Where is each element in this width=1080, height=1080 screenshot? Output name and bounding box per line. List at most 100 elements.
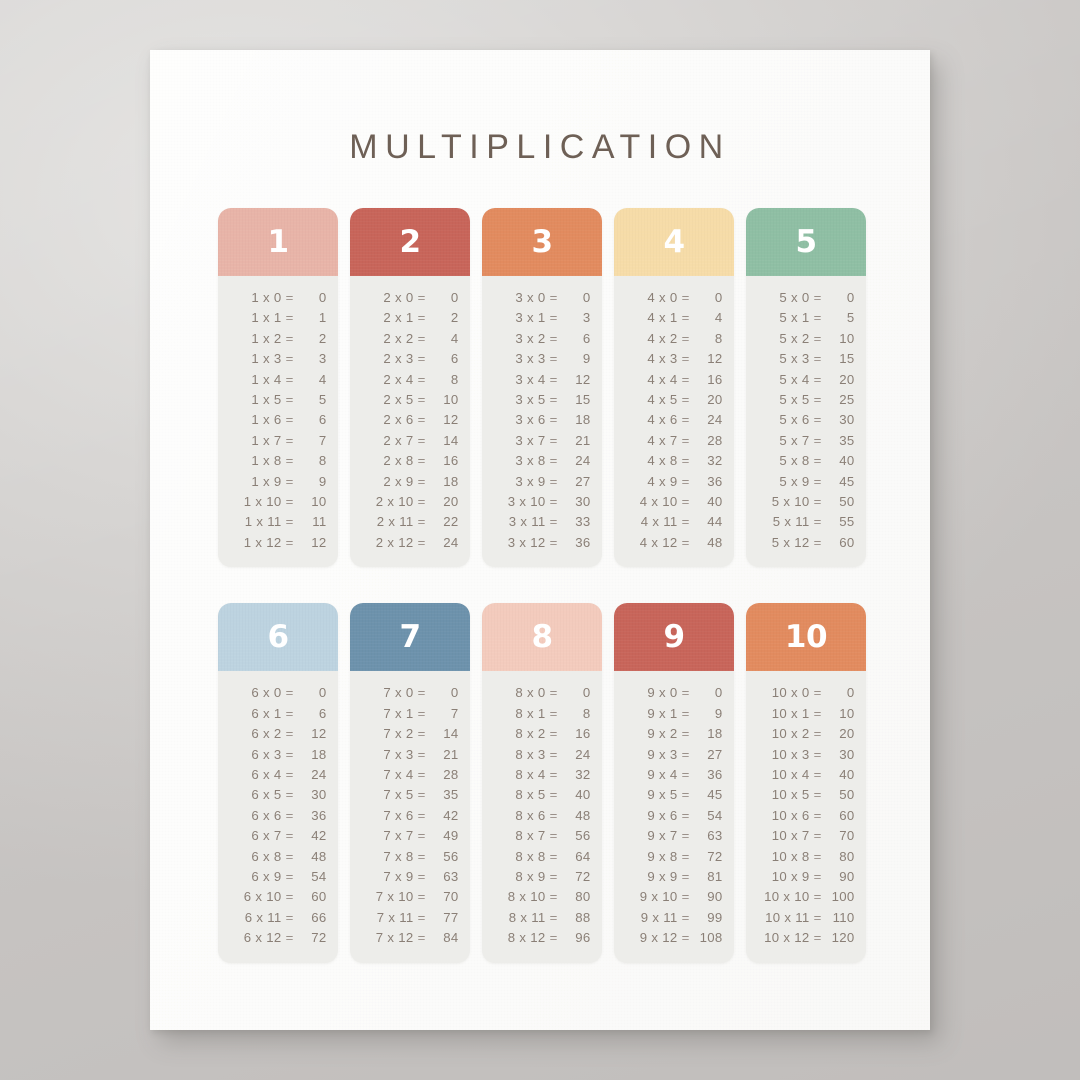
table-row: 1 x 8 = 8: [218, 451, 338, 471]
equals-sign: =: [681, 787, 690, 803]
fact-product: 81: [707, 868, 723, 884]
table-row: 6 x 12 = 72: [218, 928, 338, 948]
equals-sign: =: [417, 432, 426, 448]
equals-sign: =: [417, 807, 426, 823]
fact-product: 16: [575, 726, 591, 742]
equals-sign: =: [549, 909, 558, 925]
table-row: 6 x 7 = 42: [218, 826, 338, 846]
fact-product: 80: [839, 848, 855, 864]
fact-expression: 1 x 8: [251, 453, 282, 469]
fact-product: 8: [318, 453, 327, 469]
equals-sign: =: [813, 705, 822, 721]
fact-expression: 8 x 7: [515, 828, 546, 844]
table-row: 3 x 10 = 30: [482, 492, 602, 512]
table-row: 2 x 8 = 16: [350, 451, 470, 471]
fact-expression: 6 x 5: [251, 787, 282, 803]
equals-sign: =: [681, 807, 690, 823]
equals-sign: =: [681, 828, 690, 844]
fact-product: 12: [311, 726, 327, 742]
equals-sign: =: [549, 371, 558, 387]
fact-expression: 7 x 11: [376, 909, 414, 925]
fact-product: 24: [311, 766, 327, 782]
table-header-3: 3: [482, 208, 602, 276]
fact-product: 72: [311, 930, 327, 946]
fact-expression: 6 x 7: [251, 828, 282, 844]
table-row: 2 x 6 = 12: [350, 410, 470, 430]
fact-product: 88: [575, 909, 591, 925]
table-row: 5 x 4 = 20: [746, 370, 866, 390]
table-body-2: 2 x 0 = 0 2 x 1 = 2 2 x 2 = 4 2 x 3 = 6 2 x 4 = 8 2 x 5…: [350, 276, 470, 568]
table-row: 6 x 1 = 6: [218, 704, 338, 724]
table-row: 8 x 3 = 24: [482, 745, 602, 765]
equals-sign: =: [549, 787, 558, 803]
fact-product: 36: [311, 807, 327, 823]
equals-sign: =: [813, 746, 822, 762]
equals-sign: =: [417, 371, 426, 387]
fact-product: 42: [311, 828, 327, 844]
table-row: 3 x 0 = 0: [482, 288, 602, 308]
equals-sign: =: [681, 453, 690, 469]
table-row: 2 x 11 = 22: [350, 512, 470, 532]
fact-expression: 9 x 2: [647, 726, 678, 742]
fact-expression: 8 x 2: [515, 726, 546, 742]
table-body-4: 4 x 0 = 0 4 x 1 = 4 4 x 2 = 8 4 x 3 = 12 4 x 4 = 16 4 x…: [614, 276, 734, 568]
table-body-5: 5 x 0 = 0 5 x 1 = 5 5 x 2 = 10 5 x 3 = 15 5 x 4 = 20 5 …: [746, 276, 866, 568]
equals-sign: =: [285, 909, 294, 925]
table-row: 4 x 7 = 28: [614, 431, 734, 451]
fact-expression: 4 x 1: [647, 310, 678, 326]
fact-expression: 6 x 12: [243, 930, 282, 946]
fact-product: 7: [318, 432, 327, 448]
fact-expression: 7 x 4: [383, 766, 414, 782]
equals-sign: =: [681, 494, 690, 510]
table-row: 9 x 2 = 18: [614, 724, 734, 744]
equals-sign: =: [417, 494, 426, 510]
equals-sign: =: [417, 290, 426, 305]
equals-sign: =: [549, 330, 558, 346]
equals-sign: =: [417, 310, 426, 326]
equals-sign: =: [285, 473, 294, 489]
fact-expression: 10 x 6: [771, 807, 810, 823]
fact-expression: 1 x 7: [251, 432, 282, 448]
fact-product: 28: [707, 432, 723, 448]
equals-sign: =: [549, 889, 558, 905]
fact-expression: 9 x 7: [647, 828, 678, 844]
fact-product: 80: [575, 889, 591, 905]
table-row: 9 x 6 = 54: [614, 806, 734, 826]
fact-product: 0: [318, 290, 327, 305]
equals-sign: =: [813, 828, 822, 844]
fact-expression: 10 x 2: [771, 726, 810, 742]
equals-sign: =: [417, 412, 426, 428]
table-row: 1 x 9 = 9: [218, 472, 338, 492]
fact-expression: 7 x 6: [383, 807, 414, 823]
fact-product: 15: [575, 392, 591, 408]
table-row: 5 x 5 = 25: [746, 390, 866, 410]
table-row: 7 x 9 = 63: [350, 867, 470, 887]
table-body-3: 3 x 0 = 0 3 x 1 = 3 3 x 2 = 6 3 x 3 = 9 3 x 4 = 12 3 x …: [482, 276, 602, 568]
fact-product: 36: [575, 534, 591, 550]
fact-product: 44: [707, 514, 723, 530]
equals-sign: =: [549, 392, 558, 408]
fact-expression: 7 x 9: [383, 868, 414, 884]
table-header-7: 7: [350, 603, 470, 672]
equals-sign: =: [417, 705, 426, 721]
fact-product: 16: [707, 371, 723, 387]
table-row: 2 x 7 = 14: [350, 431, 470, 451]
table-row: 8 x 12 = 96: [482, 928, 602, 948]
fact-product: 77: [443, 909, 459, 925]
equals-sign: =: [813, 766, 822, 782]
equals-sign: =: [417, 453, 426, 469]
fact-product: 20: [707, 392, 723, 408]
fact-expression: 3 x 3: [515, 351, 546, 367]
table-row: 7 x 12 = 84: [350, 928, 470, 948]
table-row: 5 x 9 = 45: [746, 472, 866, 492]
fact-product: 33: [575, 514, 591, 530]
equals-sign: =: [285, 766, 294, 782]
fact-expression: 8 x 3: [515, 746, 546, 762]
fact-product: 0: [846, 685, 855, 701]
table-row: 8 x 4 = 32: [482, 765, 602, 785]
fact-expression: 1 x 1: [251, 310, 282, 326]
equals-sign: =: [417, 848, 426, 864]
fact-product: 48: [575, 807, 591, 823]
